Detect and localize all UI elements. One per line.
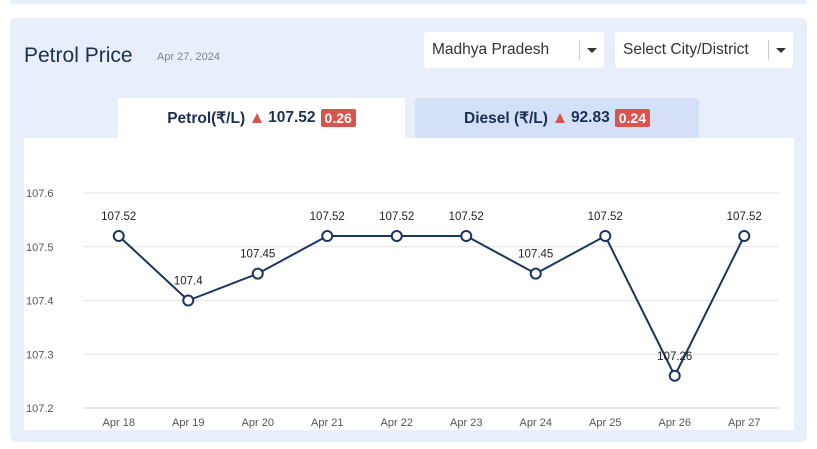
x-tick-label: Apr 21 (311, 417, 343, 429)
city-select[interactable]: Select City/District (615, 32, 793, 68)
city-select-value: Select City/District (623, 41, 749, 58)
x-tick-label: Apr 26 (659, 417, 691, 429)
data-point (529, 267, 542, 280)
data-point (182, 294, 195, 307)
data-label: 107.52 (588, 211, 623, 223)
y-tick-label: 107.6 (26, 188, 54, 200)
tab-diesel[interactable]: Diesel (₹/L) 92.83 0.24 (415, 98, 699, 138)
data-label: 107.4 (174, 276, 203, 288)
data-point (112, 230, 125, 242)
y-tick-label: 107.5 (26, 242, 54, 254)
price-panel: Petrol Price Apr 27, 2024 Madhya Pradesh… (10, 18, 807, 442)
y-tick-label: 107.4 (26, 296, 54, 308)
tab-petrol[interactable]: Petrol(₹/L) 107.52 0.26 (118, 98, 405, 138)
price-line-chart: 107.6 107.5 107.4 107.3 107.2 Apr 18 Apr 19 Apr… (26, 188, 779, 429)
data-label: 107.52 (727, 211, 762, 223)
state-select[interactable]: Madhya Pradesh (424, 32, 604, 68)
x-tick-label: Apr 23 (450, 417, 482, 429)
tab-diesel-label: Diesel (₹/L) (464, 109, 548, 127)
data-label: 107.52 (101, 211, 136, 223)
x-tick-label: Apr 27 (728, 417, 760, 429)
city-select-divider (768, 40, 769, 60)
tab-diesel-change-badge: 0.24 (614, 109, 650, 127)
x-tick-label: Apr 20 (242, 417, 274, 429)
previous-panel-edge (10, 0, 807, 4)
data-label: 107.45 (518, 249, 553, 261)
x-tick-label: Apr 25 (589, 417, 621, 429)
page-title: Petrol Price (24, 44, 133, 67)
data-point (668, 369, 681, 382)
data-point (251, 267, 264, 280)
x-tick-label: Apr 24 (520, 417, 552, 429)
price-date: Apr 27, 2024 (157, 51, 220, 63)
tab-petrol-price: 107.52 (268, 109, 316, 126)
data-point (321, 230, 334, 242)
chevron-down-icon[interactable] (769, 47, 793, 53)
data-label: 107.26 (657, 351, 692, 363)
data-label: 107.52 (449, 211, 484, 223)
data-point (738, 230, 751, 242)
data-point (390, 230, 403, 242)
tab-petrol-label: Petrol(₹/L) (167, 109, 246, 127)
data-label: 107.52 (379, 211, 414, 223)
tab-diesel-price: 92.83 (570, 109, 610, 126)
tab-petrol-change-badge: 0.26 (320, 109, 356, 127)
state-select-value: Madhya Pradesh (432, 41, 550, 58)
chevron-down-icon[interactable] (580, 47, 604, 53)
y-tick-label: 107.3 (26, 349, 54, 361)
trend-up-icon (252, 113, 263, 123)
x-tick-label: Apr 18 (103, 417, 135, 429)
x-tick-label: Apr 19 (172, 417, 204, 429)
data-point (599, 230, 612, 242)
chart-container: 107.6 107.5 107.4 107.3 107.2 Apr 18 Apr 19 Apr… (24, 138, 794, 430)
y-tick-label: 107.2 (26, 403, 54, 415)
state-select-divider (579, 40, 580, 60)
series-line (118, 235, 746, 377)
data-point (460, 230, 473, 242)
trend-up-icon (554, 113, 565, 123)
data-label: 107.52 (310, 211, 345, 223)
data-label: 107.45 (240, 249, 275, 261)
x-tick-label: Apr 22 (381, 417, 413, 429)
